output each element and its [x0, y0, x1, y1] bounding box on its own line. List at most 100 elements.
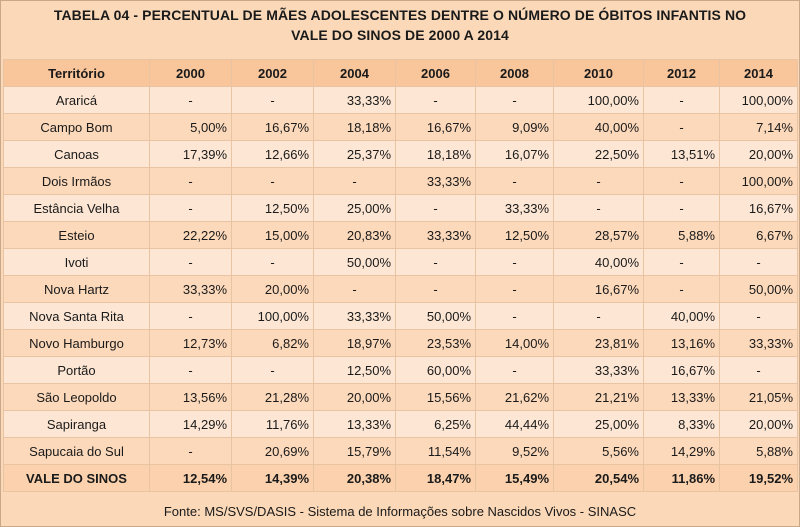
value-cell: 9,52%: [475, 437, 554, 465]
value-cell: -: [313, 275, 396, 303]
value-cell: -: [475, 167, 554, 195]
value-cell: 50,00%: [313, 248, 396, 276]
table-body: Araricá - -33,33% - -100,00% -100,00% Campo Bo…: [3, 86, 798, 492]
value-cell: -: [395, 275, 476, 303]
value-cell: 28,57%: [553, 221, 644, 249]
value-cell: 12,73%: [149, 329, 232, 357]
value-cell: 33,33%: [149, 275, 232, 303]
territory-cell: Sapucaia do Sul: [3, 437, 150, 465]
value-cell: -: [643, 86, 720, 114]
territory-cell: São Leopoldo: [3, 383, 150, 411]
value-cell: -: [553, 302, 644, 330]
value-cell: -: [231, 86, 314, 114]
column-header-2012: 2012: [643, 59, 720, 87]
value-cell: 25,37%: [313, 140, 396, 168]
value-cell: -: [719, 356, 798, 384]
value-cell: 20,00%: [231, 275, 314, 303]
table-row: Dois Irmãos - - -33,33% - - -100,00%: [3, 167, 798, 195]
territory-cell: Ivoti: [3, 248, 150, 276]
table-row: Nova Hartz 33,33% 20,00% - - -16,67% -50,00%: [3, 275, 798, 303]
value-cell: 5,56%: [553, 437, 644, 465]
value-cell: 33,33%: [719, 329, 798, 357]
title-line-1: TABELA 04 - PERCENTUAL DE MÃES ADOLESCEN…: [53, 7, 747, 23]
value-cell: 25,00%: [553, 410, 644, 438]
value-cell: -: [475, 302, 554, 330]
total-value-cell: 15,49%: [475, 464, 554, 492]
column-header-2004: 2004: [313, 59, 396, 87]
value-cell: 25,00%: [313, 194, 396, 222]
value-cell: 16,67%: [395, 113, 476, 141]
territory-cell: Campo Bom: [3, 113, 150, 141]
value-cell: 20,83%: [313, 221, 396, 249]
value-cell: 100,00%: [719, 86, 798, 114]
value-cell: 12,66%: [231, 140, 314, 168]
value-cell: -: [231, 167, 314, 195]
data-table: Território 2000 2002 2004 2006 2008 2010 2012 20…: [3, 59, 798, 492]
value-cell: 33,33%: [313, 302, 396, 330]
value-cell: 100,00%: [553, 86, 644, 114]
value-cell: 5,88%: [719, 437, 798, 465]
table-row: Sapiranga 14,29% 11,76% 13,33% 6,25% 44,44% 25…: [3, 410, 798, 438]
territory-cell: Canoas: [3, 140, 150, 168]
value-cell: 20,00%: [719, 410, 798, 438]
value-cell: -: [643, 248, 720, 276]
value-cell: 50,00%: [395, 302, 476, 330]
value-cell: 15,56%: [395, 383, 476, 411]
value-cell: -: [149, 248, 232, 276]
table-row: Araricá - -33,33% - -100,00% -100,00%: [3, 86, 798, 114]
table-row: Ivoti - -50,00% - -40,00% - -: [3, 248, 798, 276]
value-cell: 100,00%: [231, 302, 314, 330]
header-row: Território 2000 2002 2004 2006 2008 2010 2012 20…: [3, 59, 798, 87]
value-cell: 44,44%: [475, 410, 554, 438]
table-row: Sapucaia do Sul -20,69% 15,79% 11,54% 9,52% 5…: [3, 437, 798, 465]
value-cell: 22,50%: [553, 140, 644, 168]
value-cell: -: [395, 86, 476, 114]
value-cell: -: [643, 113, 720, 141]
total-value-cell: 20,54%: [553, 464, 644, 492]
value-cell: 13,33%: [643, 383, 720, 411]
total-value-cell: 11,86%: [643, 464, 720, 492]
table-row: Portão - -12,50% 60,00% -33,33% 16,67% -: [3, 356, 798, 384]
value-cell: 33,33%: [475, 194, 554, 222]
value-cell: 40,00%: [643, 302, 720, 330]
value-cell: 23,53%: [395, 329, 476, 357]
value-cell: 5,88%: [643, 221, 720, 249]
total-value-cell: 19,52%: [719, 464, 798, 492]
table-title: TABELA 04 - PERCENTUAL DE MÃES ADOLESCEN…: [1, 5, 799, 45]
value-cell: 14,29%: [643, 437, 720, 465]
value-cell: -: [149, 437, 232, 465]
column-header-territorio: Território: [3, 59, 150, 87]
table-row: Campo Bom 5,00% 16,67% 18,18% 16,67% 9,09% 40,…: [3, 113, 798, 141]
total-value-cell: 18,47%: [395, 464, 476, 492]
value-cell: 7,14%: [719, 113, 798, 141]
column-header-2002: 2002: [231, 59, 314, 87]
value-cell: -: [395, 194, 476, 222]
value-cell: -: [553, 167, 644, 195]
title-line-2: VALE DO SINOS DE 2000 A 2014: [291, 27, 509, 43]
territory-cell: Novo Hamburgo: [3, 329, 150, 357]
value-cell: 6,25%: [395, 410, 476, 438]
value-cell: 20,69%: [231, 437, 314, 465]
territory-cell: Esteio: [3, 221, 150, 249]
column-header-2010: 2010: [553, 59, 644, 87]
table-row: Estância Velha -12,50% 25,00% -33,33% - -16,6…: [3, 194, 798, 222]
value-cell: 12,50%: [231, 194, 314, 222]
value-cell: 5,00%: [149, 113, 232, 141]
value-cell: 14,00%: [475, 329, 554, 357]
value-cell: 11,76%: [231, 410, 314, 438]
value-cell: 40,00%: [553, 113, 644, 141]
value-cell: 21,28%: [231, 383, 314, 411]
value-cell: 15,79%: [313, 437, 396, 465]
value-cell: 20,00%: [313, 383, 396, 411]
territory-cell: Estância Velha: [3, 194, 150, 222]
value-cell: 21,62%: [475, 383, 554, 411]
value-cell: 33,33%: [553, 356, 644, 384]
territory-cell: Dois Irmãos: [3, 167, 150, 195]
value-cell: -: [149, 194, 232, 222]
value-cell: 6,67%: [719, 221, 798, 249]
table-row: São Leopoldo 13,56% 21,28% 20,00% 15,56% 21,6…: [3, 383, 798, 411]
value-cell: 40,00%: [553, 248, 644, 276]
value-cell: 13,51%: [643, 140, 720, 168]
total-value-cell: 14,39%: [231, 464, 314, 492]
